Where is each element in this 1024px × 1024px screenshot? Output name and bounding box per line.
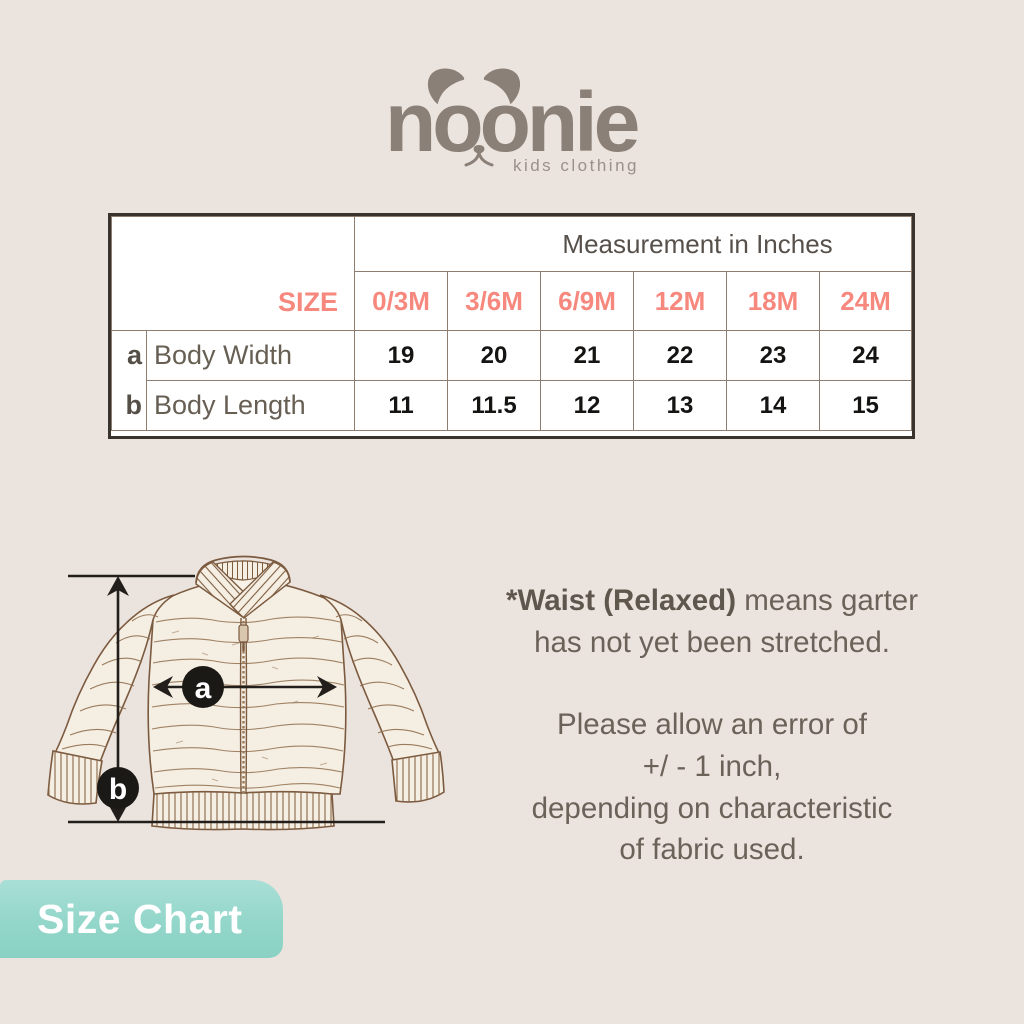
size-label-cell: SIZE <box>110 216 356 331</box>
size-chart-badge: Size Chart <box>0 880 283 958</box>
notes: *Waist (Relaxed) means garter has not ye… <box>450 580 974 871</box>
size-columns-row: 0/3M 3/6M 6/9M 12M 18M 24M <box>112 271 913 331</box>
table-row-body-width: a Body Width 19 20 21 22 23 24 <box>111 330 913 381</box>
measurement-guides <box>68 574 385 824</box>
row-label: Body Width <box>145 330 356 381</box>
size-col-header: 12M <box>633 271 728 331</box>
jacket-zipper <box>238 617 249 795</box>
value-cell: 19 <box>354 330 449 381</box>
value-cell: 23 <box>726 330 821 381</box>
marker-a: a <box>195 672 212 705</box>
row-key: a <box>111 330 147 381</box>
brand-logo: noonie kids clothing <box>385 64 697 182</box>
value-cell: 21 <box>540 330 635 381</box>
measurement-header-cell: Measurement in Inches <box>354 216 913 272</box>
note-waist-bold: *Waist (Relaxed) <box>505 584 737 617</box>
jacket-illustration-svg: b a <box>47 555 445 831</box>
value-cell: 13 <box>633 380 728 431</box>
jacket-diagram: b a <box>40 545 460 875</box>
value-cell: 12 <box>540 380 635 431</box>
value-cell: 24 <box>819 330 913 381</box>
row-key: b <box>111 380 147 431</box>
jacket-collar <box>195 555 291 619</box>
size-col-header: 3/6M <box>447 271 542 331</box>
value-cell: 22 <box>633 330 728 381</box>
size-col-header: 18M <box>726 271 821 331</box>
size-col-header: 0/3M <box>354 271 449 331</box>
marker-b: b <box>109 773 127 806</box>
value-cell: 15 <box>819 380 913 431</box>
measure-arrow-a: a <box>153 666 337 708</box>
jacket-hem <box>151 790 335 831</box>
value-cell: 20 <box>447 330 542 381</box>
value-cell: 14 <box>726 380 821 431</box>
value-cell: 11 <box>354 380 449 431</box>
size-col-header: 6/9M <box>540 271 635 331</box>
brand-tagline: kids clothing <box>512 156 639 175</box>
row-label: Body Length <box>145 380 356 431</box>
table-row-body-length: b Body Length 11 11.5 12 13 14 15 <box>111 380 913 431</box>
note-error: Please allow an error of +/ - 1 inch, de… <box>531 707 893 867</box>
panda-mouth-icon <box>464 145 494 167</box>
size-table: SIZE Measurement in Inches 0/3M 3/6M 6/9… <box>108 213 916 439</box>
note-waist: *Waist (Relaxed) means garter has not ye… <box>505 584 919 659</box>
badge-label: Size Chart <box>37 895 243 942</box>
size-col-header: 24M <box>819 271 913 331</box>
panda-ear-left-icon <box>427 68 465 105</box>
value-cell: 11.5 <box>447 380 542 431</box>
panda-ear-right-icon <box>483 68 521 105</box>
jacket-sleeves <box>47 594 445 805</box>
measure-arrow-b: b <box>97 576 139 822</box>
